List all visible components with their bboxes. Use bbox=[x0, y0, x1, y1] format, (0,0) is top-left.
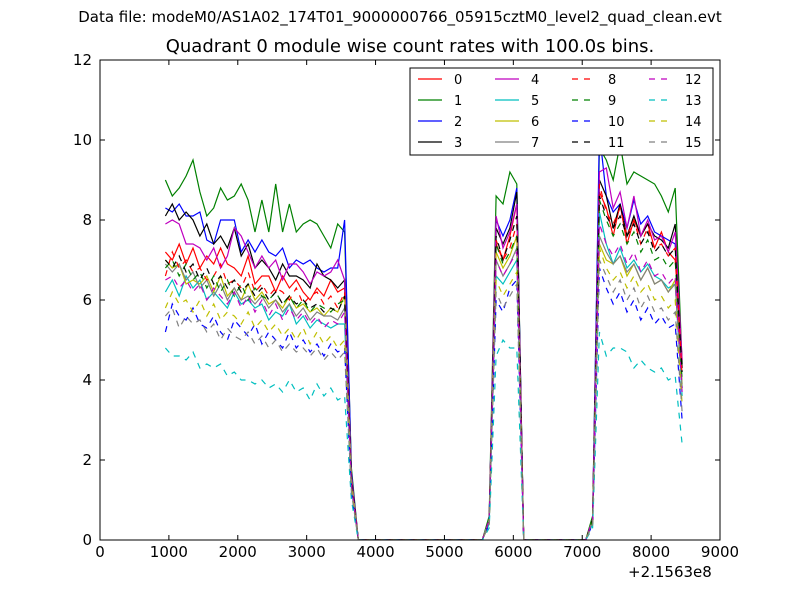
y-tick-label: 6 bbox=[82, 291, 92, 309]
y-tick-label: 0 bbox=[82, 531, 92, 549]
y-tick-label: 12 bbox=[73, 51, 92, 69]
chart-title: Quadrant 0 module wise count rates with … bbox=[165, 36, 655, 57]
legend-label-13: 13 bbox=[685, 94, 702, 109]
x-tick-label: 1000 bbox=[150, 543, 188, 561]
chart-suptitle: Data file: modeM0/AS1A02_174T01_90000007… bbox=[78, 8, 722, 26]
legend-label-2: 2 bbox=[454, 115, 462, 130]
x-tick-label: 9000 bbox=[701, 543, 739, 561]
series-line-12 bbox=[165, 223, 683, 540]
series-line-10 bbox=[164, 267, 683, 540]
legend-label-7: 7 bbox=[531, 136, 539, 151]
legend-label-12: 12 bbox=[685, 73, 702, 88]
legend-label-11: 11 bbox=[608, 136, 625, 151]
series-line-4 bbox=[165, 167, 683, 540]
x-tick-label: 7000 bbox=[563, 543, 601, 561]
legend-label-10: 10 bbox=[608, 115, 625, 130]
x-tick-label: 5000 bbox=[425, 543, 463, 561]
legend-label-1: 1 bbox=[454, 94, 462, 109]
x-tick-label: 8000 bbox=[632, 543, 670, 561]
legend-label-6: 6 bbox=[531, 115, 539, 130]
x-tick-label: 6000 bbox=[494, 543, 532, 561]
series-line-0 bbox=[164, 191, 683, 540]
legend-label-0: 0 bbox=[454, 73, 462, 88]
series-line-5 bbox=[164, 211, 683, 540]
y-tick-label: 4 bbox=[82, 371, 92, 389]
x-axis-offset-label: +2.1563e8 bbox=[628, 563, 712, 581]
legend-box bbox=[409, 67, 714, 156]
series-group bbox=[164, 131, 683, 540]
y-tick-label: 2 bbox=[82, 451, 92, 469]
legend-label-14: 14 bbox=[685, 115, 702, 130]
legend-label-4: 4 bbox=[531, 73, 539, 88]
series-line-9 bbox=[164, 199, 683, 540]
series-line-13 bbox=[164, 331, 683, 540]
x-tick-label: 4000 bbox=[356, 543, 394, 561]
legend-label-5: 5 bbox=[531, 94, 539, 109]
y-tick-label: 8 bbox=[82, 211, 92, 229]
legend-label-8: 8 bbox=[608, 73, 616, 88]
x-tick-label: 2000 bbox=[219, 543, 257, 561]
y-tick-label: 10 bbox=[73, 131, 92, 149]
series-line-15 bbox=[164, 259, 683, 540]
legend-label-3: 3 bbox=[454, 136, 462, 151]
legend-label-9: 9 bbox=[608, 94, 616, 109]
x-tick-label: 0 bbox=[95, 543, 105, 561]
x-tick-label: 3000 bbox=[288, 543, 326, 561]
legend-label-15: 15 bbox=[685, 136, 702, 151]
series-line-14 bbox=[164, 247, 683, 540]
